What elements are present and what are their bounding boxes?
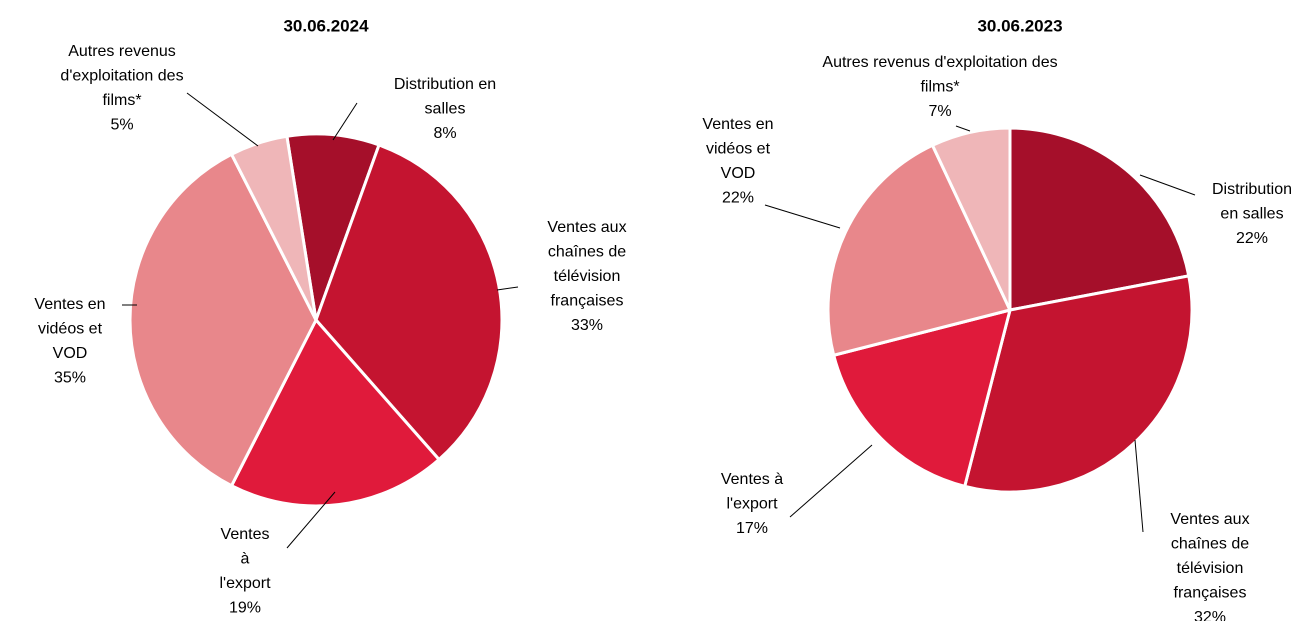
slice-value-label: 17%: [736, 520, 768, 537]
leader-line: [764, 204, 841, 229]
slice-value-label: 32%: [1194, 609, 1226, 621]
slice-value-label: 19%: [229, 600, 261, 617]
leader-line: [789, 444, 873, 518]
leader-line: [1139, 174, 1196, 196]
slice-value-label: 35%: [54, 370, 86, 387]
slice-value-label: 7%: [928, 103, 951, 120]
leader-line: [286, 491, 336, 549]
leader-line: [1134, 439, 1144, 533]
slice-value-label: 22%: [722, 190, 754, 207]
leader-line: [955, 125, 971, 132]
slice-label: Distribution en salles: [394, 76, 496, 118]
chart-title: 30.06.2024: [283, 16, 369, 35]
slice-label: Ventes aux chaînes de télévision françaises: [1170, 511, 1249, 602]
slice-label: Autres revenus d'exploitation des films*: [60, 43, 183, 109]
leader-line: [496, 286, 519, 291]
pie-slice: [314, 143, 504, 462]
slice-label: Ventes aux chaînes de télévision françaises: [547, 219, 626, 310]
slice-label: Distribution en salles: [1212, 181, 1292, 223]
slice-label: Ventes en vidéos et VOD: [702, 116, 773, 182]
slice-label: Ventes à l'export: [721, 471, 783, 513]
slice-value-label: 22%: [1236, 230, 1268, 247]
slice-label: Ventes en vidéos et VOD: [34, 296, 105, 362]
slice-label: Autres revenus d'exploitation des films*: [822, 54, 1057, 96]
slice-value-label: 8%: [433, 125, 456, 142]
leader-line: [186, 92, 259, 147]
leader-line: [332, 102, 358, 141]
chart-title: 30.06.2023: [977, 16, 1062, 35]
pie-slice: [931, 126, 1012, 312]
pie-slice: [230, 318, 441, 508]
pie-slice: [128, 152, 318, 488]
slice-value-label: 5%: [110, 117, 133, 134]
pie-slice: [1008, 126, 1191, 312]
pie-slice: [963, 274, 1194, 494]
pie-slice: [230, 134, 318, 322]
slice-value-label: 33%: [571, 317, 603, 334]
slice-label: Ventes à l'export: [219, 526, 271, 592]
pie-slice: [826, 143, 1012, 357]
pie-slice: [832, 308, 1012, 488]
